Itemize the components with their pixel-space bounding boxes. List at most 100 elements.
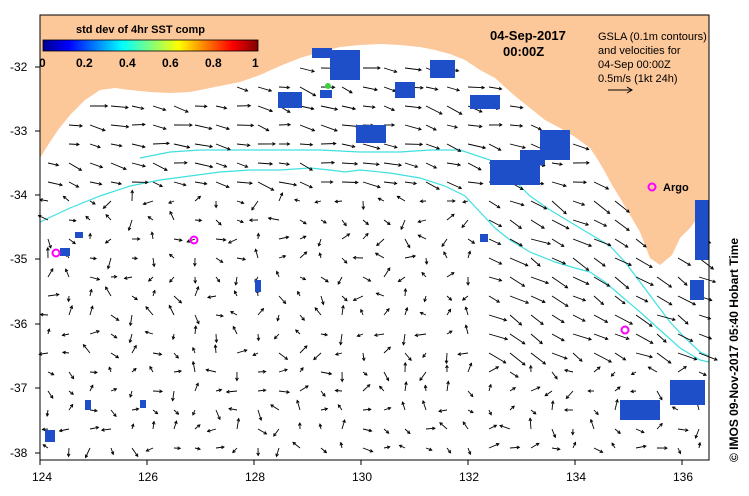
velocity-arrow-head [318,423,323,428]
velocity-arrow [107,257,112,269]
velocity-arrow [103,200,112,209]
velocity-arrow [509,405,515,411]
velocity-arrow [110,314,119,321]
velocity-arrow-head [206,295,211,299]
velocity-arrow [672,406,679,411]
colorbar-tick-label: 0.8 [205,56,222,70]
gsla-contour-2 [139,149,710,357]
velocity-arrow [152,105,166,111]
velocity-arrow-head [141,144,146,149]
colorbar-tick-label: 0.4 [119,56,136,70]
velocity-arrow [402,401,406,411]
velocity-arrow-head [588,337,593,341]
velocity-arrow-head [225,184,230,189]
velocity-arrow [614,200,630,213]
velocity-arrow-head [249,181,253,185]
velocity-arrow-head [478,124,483,129]
velocity-arrow [68,219,76,222]
sst-patches [45,48,709,442]
velocity-arrow [129,390,133,398]
argo-float-marker[interactable] [51,248,61,258]
velocity-arrow-head [198,218,203,223]
legend-line-4: 0.5m/s (1kt 24h) [598,73,677,85]
argo-float-marker[interactable] [189,235,199,245]
velocity-arrow [378,197,385,202]
velocity-arrow [236,200,244,204]
map-date: 04-Sep-2017 [490,28,566,43]
velocity-arrow-head [511,405,515,410]
velocity-arrow [656,295,672,306]
velocity-arrow [68,238,76,245]
velocity-arrow-head [414,164,419,169]
velocity-arrow-head [386,445,391,450]
x-tick-label: 136 [673,470,693,484]
velocity-arrow [131,143,146,148]
velocity-arrow [149,366,154,373]
velocity-arrow [420,312,427,316]
velocity-arrow-head [225,389,230,394]
velocity-arrow-head [496,299,501,303]
axis-tick-marks [35,66,683,465]
velocity-arrow [89,181,102,185]
argo-float-marker[interactable] [620,325,630,335]
velocity-arrow-head [113,388,118,392]
velocity-arrow [292,442,301,449]
velocity-arrow-head [615,398,619,403]
velocity-arrow-head [423,298,427,303]
velocity-arrow-head [46,246,50,251]
velocity-arrow-head [130,423,135,428]
velocity-arrow [425,447,432,451]
velocity-arrow-head [424,261,429,265]
velocity-arrow-head [457,148,462,152]
velocity-arrow [68,143,80,145]
velocity-arrow [62,351,70,354]
velocity-arrow [357,333,364,337]
velocity-arrow-head [647,366,652,370]
velocity-arrow-head [309,167,313,171]
velocity-arrow-head [519,124,524,128]
velocity-arrow-head [367,278,372,282]
sst-patch [356,125,386,143]
velocity-arrow [397,196,406,202]
velocity-arrow-head [468,362,473,367]
velocity-arrow-head [244,164,249,168]
velocity-arrow [572,276,589,285]
velocity-arrow-head [659,396,663,401]
velocity-arrow [299,124,315,132]
velocity-arrow-head [334,199,339,204]
velocity-arrow-head [151,420,156,425]
velocity-arrow [614,238,629,248]
velocity-arrow-head [422,354,426,358]
velocity-arrow [277,314,280,321]
argo-float-marker[interactable] [647,182,657,192]
velocity-arrow-head [671,406,676,410]
velocity-arrow [509,352,526,366]
velocity-arrow [593,314,608,323]
velocity-arrow-head [310,106,315,111]
velocity-arrow [257,389,266,392]
velocity-arrow-head [96,330,101,334]
velocity-arrow [315,200,322,203]
velocity-arrow-head [246,143,251,148]
velocity-arrow-head [504,336,509,341]
velocity-arrow-head [298,422,302,426]
velocity-arrow [145,306,154,316]
velocity-arrow-head [154,410,159,415]
velocity-arrow [614,352,626,361]
velocity-arrow [299,86,316,97]
velocity-arrow-head [668,284,673,288]
velocity-arrow-head [95,425,100,430]
velocity-arrow-head [464,306,469,311]
velocity-arrow-head [488,411,492,416]
velocity-arrow-head [564,303,569,307]
velocity-arrow-head [217,221,222,226]
velocity-arrow-head [285,235,290,240]
velocity-arrow-head [314,200,319,204]
velocity-arrow-head [89,288,93,293]
velocity-arrow-head [343,297,348,302]
velocity-arrow-head [159,183,164,188]
velocity-arrow-head [149,365,153,370]
legend-line-1: GSLA (0.1m contours) [598,31,707,43]
velocity-arrow [635,352,653,358]
velocity-arrow-head [352,106,357,111]
